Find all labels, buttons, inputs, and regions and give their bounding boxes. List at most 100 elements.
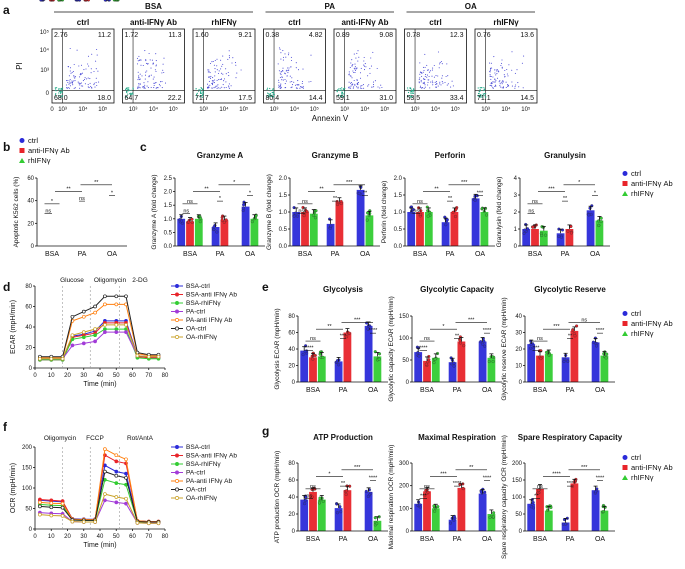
flow-dot [496,73,498,75]
flow-dot [138,75,140,77]
y-axis-label: ECAR (mpH/min) [10,300,17,354]
group-label: PA [324,2,335,11]
data-point [559,235,563,239]
significance-label: ** [204,187,209,193]
flow-dot [279,84,281,86]
significance-label: ** [319,187,324,193]
flow-dot [361,85,363,87]
category-label: PA [453,536,462,543]
y-tick-label: 40 [515,314,522,320]
data-point [190,217,194,221]
flow-dot [435,81,437,83]
flow-dot-green [341,87,343,89]
flow-dot [225,86,227,89]
quadrant-ll-value: 80.4 [266,95,280,102]
flow-dot [285,86,287,89]
flow-dot [348,81,350,83]
flow-dot-green [268,94,271,96]
y-tick-label: 80 [288,314,295,320]
flow-dot-green [481,95,483,97]
bar [536,488,544,531]
flow-dot [73,80,75,82]
flow-dot-green [198,88,200,91]
flow-dot [155,60,157,62]
flow-dot [500,62,503,64]
flow-x-tick: 10³ [411,107,420,113]
y-tick-label: 30 [515,331,522,337]
flow-dot [285,70,287,72]
significance-label: * [219,196,222,202]
flow-dot-green [126,88,129,90]
flow-dot [511,69,513,71]
data-point [452,518,456,522]
bar [600,510,609,531]
flow-dot [511,85,513,87]
flow-dot [420,81,422,83]
category-label: PA [561,251,570,258]
category-label: PA [566,387,575,394]
flow-dot [428,71,431,73]
flow-dot-green [200,90,202,92]
y-axis-label: Maximal respiration OCR (mpH/min) [388,445,395,550]
flow-dot [210,75,212,77]
data-point [433,509,437,513]
data-point [303,502,307,506]
category-label: OA [107,251,117,258]
y-tick-label: 60 [288,331,295,337]
flow-dot [372,84,375,86]
flow-dot [349,66,351,69]
flow-dot [286,75,288,77]
flow-dot [498,81,500,83]
data-point [432,504,436,508]
flow-dot [206,83,209,85]
flow-dot [294,84,297,86]
significance-label: *** [340,333,347,339]
flow-dots [125,50,167,98]
flow-dot-green [125,87,127,90]
legend-marker [175,301,179,305]
flow-dot [421,75,423,77]
quadrant-ll-value: 53.5 [407,95,421,102]
x-tick-label: 0 [33,534,37,540]
significance-label: ns [528,208,534,214]
panel-letter-e: e [262,280,269,294]
flow-dot [433,76,435,78]
series-point [103,447,107,451]
flow-dot [295,87,297,89]
flow-dot-green [272,90,274,92]
flow-dot [490,62,492,64]
flow-dot-green [62,89,64,91]
significance-label: * [442,324,445,330]
flow-dot [88,87,90,89]
flow-dot [426,74,429,76]
y-tick-label: 40 [288,347,295,353]
bar [478,341,487,382]
legend-marker-anti [622,321,628,326]
flow-dot [225,81,227,83]
flow-dot-green [131,93,133,95]
legend-marker-ctrl [622,171,628,176]
flow-dot [73,75,75,77]
series-point [60,501,65,506]
flow-dot [68,75,70,77]
flow-dot [280,58,282,60]
flow-dot [432,84,434,86]
bar [480,212,489,246]
data-point [375,521,379,526]
flow-dot [222,73,224,75]
injection-label: Glucose [60,277,84,284]
flow-dot [73,87,75,89]
flow-dot [139,83,141,85]
flow-plot-frame [474,28,538,104]
flow-dot-green [341,89,343,91]
flow-dot [214,86,216,88]
data-point [357,191,361,195]
y-tick-label: 150 [22,466,33,472]
flow-dot-green [267,96,269,98]
flow-dot [354,83,356,85]
category-label: OA [475,251,485,258]
flow-dot [502,80,504,82]
bar [536,355,544,382]
legend-label: BSA-ctrl [186,444,210,451]
series-point [124,323,128,327]
